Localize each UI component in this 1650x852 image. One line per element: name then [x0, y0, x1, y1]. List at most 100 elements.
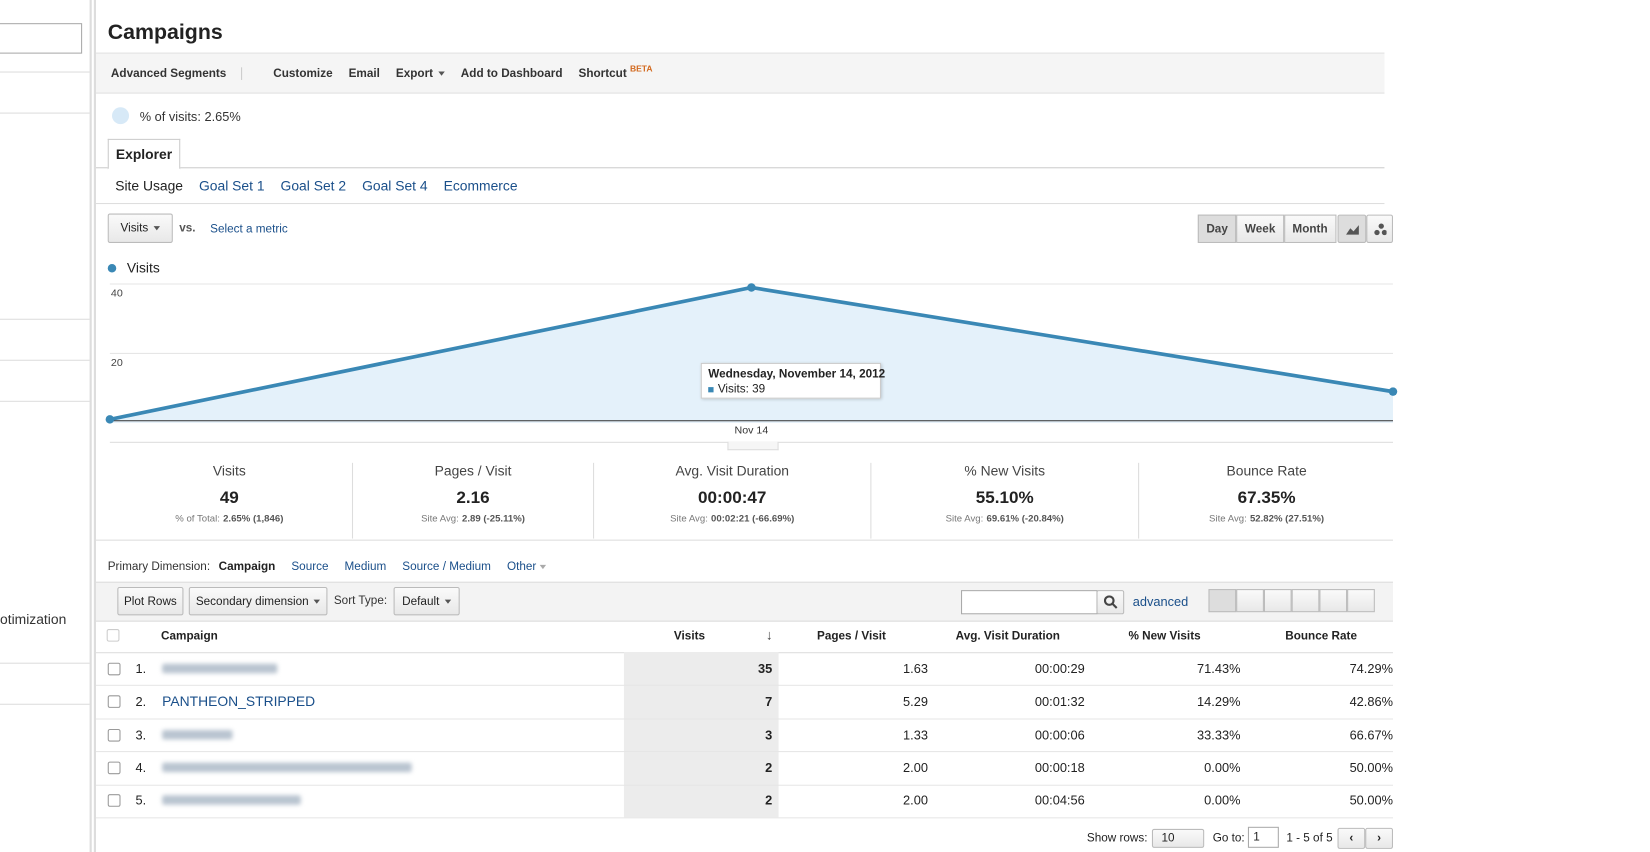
metric-note: Site Avg: 52.82% (27.51%) — [1139, 513, 1394, 524]
view-toggles — [1208, 589, 1375, 613]
cell: 71.43% — [1197, 661, 1241, 677]
dimension-option[interactable]: Medium — [344, 560, 387, 574]
row-checkbox[interactable] — [107, 728, 121, 742]
column-header[interactable]: % New Visits — [1128, 630, 1201, 643]
goto-label: Go to: — [1212, 832, 1245, 845]
primary-dimension: Primary Dimension: Campaign Source Medium So… — [108, 560, 562, 574]
row-line — [95, 817, 1393, 819]
metric-value: 55.10% — [975, 489, 1034, 508]
point — [747, 283, 756, 292]
metric-dropdown[interactable]: Visits — [107, 213, 173, 243]
tooltip-value: Visits: 39 — [708, 383, 873, 396]
toolbar-item[interactable]: Export — [396, 67, 445, 80]
page-range: 1 - 5 of 5 — [1286, 832, 1333, 845]
dimension-option[interactable]: Campaign — [218, 560, 276, 574]
page-title: Campaigns — [107, 21, 223, 45]
select-metric[interactable]: Select a metric — [210, 223, 288, 236]
column-header[interactable]: Pages / Visit — [817, 630, 886, 643]
row-line — [95, 751, 1393, 753]
column-header[interactable]: Campaign — [161, 630, 218, 643]
row-checkbox[interactable] — [107, 695, 121, 709]
segment-icon — [111, 107, 130, 125]
scorecard: % New Visits 55.10% Site Avg: 69.61% (-20.8… — [870, 462, 1138, 539]
cell: 00:00:18 — [1034, 760, 1085, 776]
granularity-button[interactable]: Day — [1197, 214, 1237, 243]
note-detail: 52.82% (27.51%) — [1249, 513, 1325, 524]
scorecard: Pages / Visit 2.16 Site Avg: 2.89 (-25.11%) — [351, 462, 593, 539]
explorer-tab[interactable]: Explorer — [107, 138, 181, 170]
metric-note: % of Total: 2.65% (1,846) — [107, 513, 352, 524]
y-tick-label: 20 — [111, 357, 123, 369]
rows-select[interactable]: 10 — [1151, 828, 1205, 848]
subtab[interactable]: Goal Set 2 — [280, 177, 347, 194]
plot-rows[interactable]: Plot Rows — [117, 586, 184, 616]
cell: 7 — [765, 694, 773, 710]
cell: 66.67% — [1349, 727, 1393, 743]
campaign-link[interactable]: PANTHEON_STRIPPED — [162, 693, 316, 710]
icon — [1373, 223, 1387, 235]
header-checkbox[interactable] — [106, 629, 120, 642]
toolbar-item[interactable]: Add to Dashboard — [460, 66, 563, 80]
toolbar-item[interactable]: Email — [348, 66, 380, 80]
search-button[interactable] — [1096, 590, 1125, 615]
view-toggle[interactable] — [1263, 589, 1292, 613]
metric-name: % New Visits — [964, 462, 1046, 479]
column-header[interactable]: Visits — [673, 630, 706, 643]
subtab[interactable]: Ecommerce — [443, 177, 518, 194]
chart-collapse[interactable] — [727, 441, 779, 451]
view-toggle[interactable] — [1236, 589, 1264, 613]
cell: 42.86% — [1349, 694, 1393, 710]
dimension-option[interactable]: Other — [507, 561, 546, 573]
view-toggle[interactable] — [1319, 589, 1348, 613]
secondary-dimension[interactable]: Secondary dimension — [188, 586, 328, 616]
granularity-button[interactable]: Month — [1283, 214, 1337, 243]
cell: 2 — [765, 760, 773, 776]
sidebar-item[interactable]: otimization — [0, 611, 67, 627]
toolbar-item[interactable]: Advanced Segments — [110, 66, 243, 80]
cell: 0.00% — [1204, 760, 1241, 776]
subtab[interactable]: Site Usage — [115, 177, 184, 194]
cell: 74.29% — [1349, 661, 1393, 677]
dimension-option[interactable]: Source / Medium — [402, 560, 491, 574]
view-toggle[interactable] — [1347, 589, 1375, 613]
view-toggle[interactable] — [1208, 589, 1237, 613]
toolbar-item[interactable]: Customize — [273, 66, 333, 80]
scorecard: Bounce Rate 67.35% Site Avg: 52.82% (27.51%… — [1138, 462, 1394, 539]
row-checkbox[interactable] — [107, 662, 121, 675]
advanced-link[interactable]: advanced — [1132, 594, 1189, 610]
row-checkbox[interactable] — [107, 794, 121, 808]
prev-page[interactable]: ‹ — [1337, 827, 1366, 849]
sort-dropdown[interactable]: Default — [393, 586, 460, 616]
row-rank: 5. — [135, 793, 147, 809]
dimension-option[interactable]: Source — [291, 560, 329, 574]
metric-name: Bounce Rate — [1226, 462, 1307, 479]
column-header[interactable]: Avg. Visit Duration — [955, 630, 1060, 643]
granularity-button[interactable]: Week — [1236, 214, 1284, 243]
cell: 14.29% — [1197, 694, 1241, 710]
row-rank: 4. — [135, 760, 147, 776]
subtab[interactable]: Goal Set 1 — [199, 177, 265, 194]
tooltip-label: Visits: 39 — [717, 382, 766, 396]
metric-name: Visits — [212, 462, 246, 479]
column-header[interactable]: Bounce Rate — [1285, 630, 1357, 643]
toolbar-items: Advanced Segments Customize Email Export Add… — [110, 64, 653, 80]
cell: 33.33% — [1197, 727, 1241, 743]
metric-note: Site Avg: 00:02:21 (-66.69%) — [594, 513, 870, 524]
motion-chart-toggle[interactable] — [1366, 214, 1393, 243]
metric-value: 67.35% — [1237, 489, 1296, 508]
toolbar-item[interactable]: Shortcut — [578, 66, 627, 80]
subtab[interactable]: Goal Set 4 — [362, 177, 428, 194]
cell: 2.00 — [903, 793, 928, 809]
goto-input[interactable]: 1 — [1247, 826, 1279, 848]
table-search[interactable] — [961, 590, 1098, 615]
note-detail: 00:02:21 (-66.69%) — [711, 513, 795, 524]
row-checkbox[interactable] — [107, 761, 121, 775]
metric-name: Pages / Visit — [434, 462, 512, 479]
view-toggle[interactable] — [1291, 589, 1320, 613]
cell: 35 — [757, 661, 773, 677]
sort-value: Default — [402, 594, 440, 608]
sidebar-search[interactable] — [0, 23, 83, 54]
line-chart-toggle[interactable] — [1337, 214, 1367, 243]
next-page[interactable]: › — [1365, 827, 1393, 849]
note-detail: 2.89 (-25.11%) — [462, 513, 525, 524]
